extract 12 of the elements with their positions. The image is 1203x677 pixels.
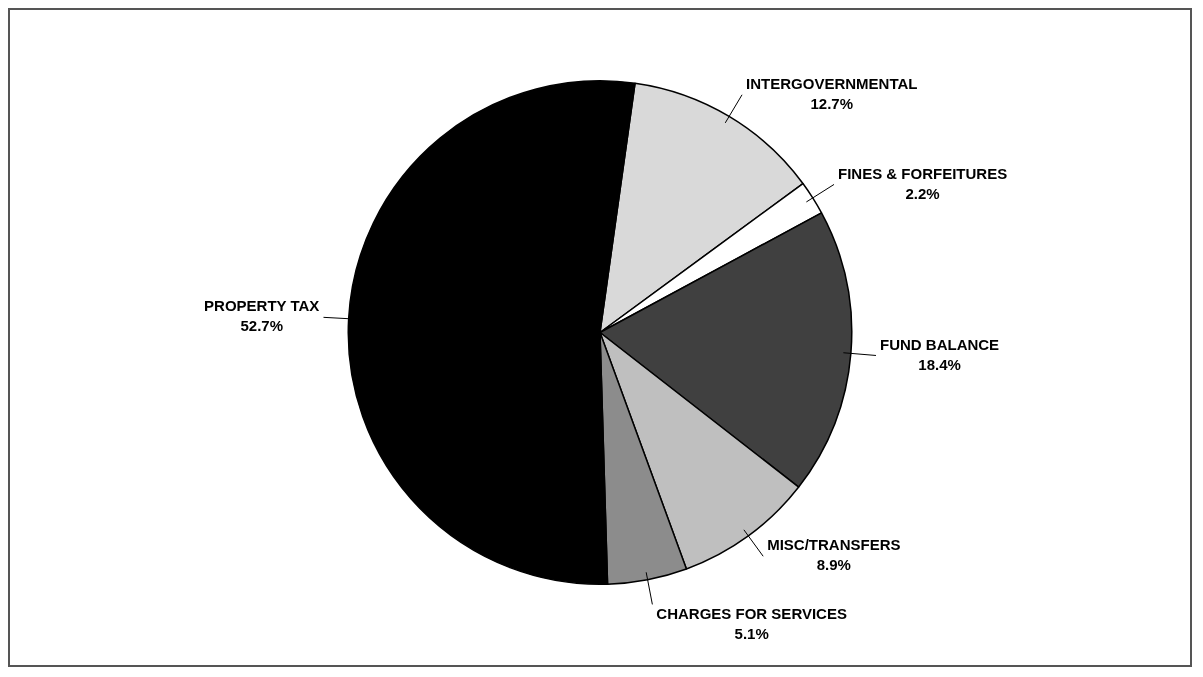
data-label: 8.9% [816,556,851,574]
data-label: 12.7% [810,94,854,112]
data-label: 5.1% [734,624,769,642]
slice-label: MISC/TRANSFERS [767,536,901,554]
slice-label: CHARGES FOR SERVICES [656,604,847,622]
data-label: 52.7% [240,317,283,335]
slice-label: FUND BALANCE [879,335,1000,353]
data-label: 18.4% [918,355,961,373]
slice-label: INTERGOVERNMENTAL [746,74,918,92]
slice-label: PROPERTY TAX [204,297,320,315]
data-label: 2.2% [905,184,940,202]
slice-label: FINES & FORFEITURES [838,164,1008,182]
